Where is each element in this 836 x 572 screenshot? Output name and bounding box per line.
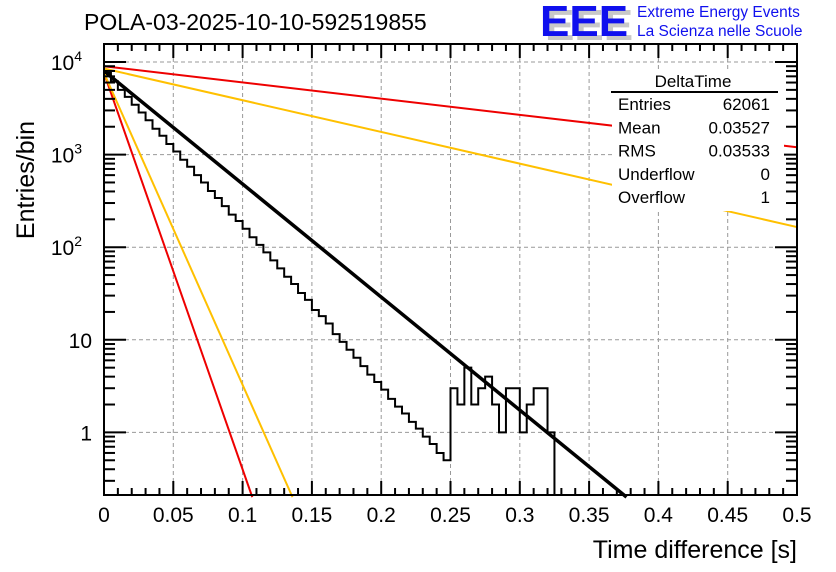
histogram-bin (256, 245, 263, 495)
histogram-bin (360, 366, 367, 495)
y-tick-label: 1 (80, 422, 92, 445)
histogram-bin (374, 382, 381, 495)
histogram-bin (471, 405, 478, 495)
x-tick-label: 0.5 (782, 504, 811, 527)
eee-logo: EEE EEE Extreme Energy Events La Scienza… (540, 0, 836, 48)
y-tick-label: 103 (51, 141, 82, 168)
histogram-bin (444, 460, 451, 495)
histogram-bin (423, 437, 430, 495)
histogram-bin (215, 198, 222, 495)
histogram-bin (312, 310, 319, 495)
stats-value-entries: 62061 (723, 95, 770, 114)
stats-label-mean: Mean (618, 118, 661, 137)
histogram-bin (464, 368, 471, 495)
histogram-bin (263, 252, 270, 495)
histogram-bin (548, 432, 555, 495)
histogram-bin (492, 405, 499, 495)
x-tick-label: 0.45 (707, 504, 748, 527)
logo-line-1: Extreme Energy Events (637, 4, 800, 21)
stats-label-rms: RMS (618, 142, 656, 161)
histogram-bin (381, 390, 388, 495)
histogram-bin (208, 191, 215, 495)
histogram-bin (353, 358, 360, 495)
histogram-bin (485, 377, 492, 495)
x-tick-labels: 0 0.05 0.1 0.15 0.2 0.25 0.3 0.35 0.4 0.45 0.5 (98, 504, 811, 527)
histogram-bin (291, 284, 298, 495)
histogram-bin (395, 407, 402, 495)
x-tick-label: 0.35 (569, 504, 610, 527)
tick-marks (103, 44, 798, 495)
histogram-bin (437, 453, 444, 495)
histogram-bin (416, 429, 423, 495)
histogram-bin (277, 268, 284, 495)
stats-label-overflow: Overflow (618, 188, 686, 207)
curve-limit-yellow-fast (103, 72, 294, 498)
histogram-bin (367, 375, 374, 495)
curve-fit (102, 69, 628, 499)
histogram-bin (541, 388, 548, 495)
y-tick-label: 104 (51, 48, 82, 75)
histogram-bin (201, 182, 208, 495)
histogram-bin (159, 136, 166, 495)
histogram-bin (166, 144, 173, 495)
histogram-bin (402, 413, 409, 495)
histogram-bin (333, 334, 340, 495)
stats-label-entries: Entries (618, 95, 671, 114)
histogram-bin (250, 237, 257, 495)
logo-letters-shadow: EEE (545, 1, 634, 50)
histogram-bin (388, 399, 395, 495)
histogram-bin (187, 167, 194, 495)
x-tick-label: 0.1 (228, 504, 257, 527)
histogram-bin (319, 316, 326, 495)
histogram-bin (347, 350, 354, 495)
histogram-bin (305, 300, 312, 495)
histogram-bin (180, 160, 187, 495)
y-axis-label: Entries/bin (12, 121, 40, 239)
histogram-bin (520, 432, 527, 495)
x-tick-label: 0.3 (505, 504, 534, 527)
stats-box: DeltaTime Entries 62061 Mean 0.03527 RMS 0.03… (611, 71, 784, 211)
stats-box-title: DeltaTime (655, 72, 732, 91)
histogram-bin (284, 277, 291, 495)
chart-title: POLA-03-2025-10-10-592519855 (84, 9, 427, 35)
stats-value-mean: 0.03527 (709, 118, 770, 137)
x-tick-label: 0.15 (291, 504, 332, 527)
histogram-bin (451, 388, 458, 495)
y-tick-label: 102 (51, 233, 82, 260)
x-tick-label: 0.05 (153, 504, 194, 527)
y-tick-labels: 1 10 102 103 104 (51, 48, 92, 445)
curve-limit-red-fast (103, 72, 254, 498)
logo-line-2: La Scienza nelle Scuole (637, 23, 803, 40)
histogram-bin (243, 229, 250, 495)
y-tick-label: 10 (69, 330, 92, 353)
histogram-bin (340, 342, 347, 495)
stats-value-underflow: 0 (761, 165, 770, 184)
histogram-bin (298, 293, 305, 495)
x-axis-label: Time difference [s] (593, 536, 797, 564)
histogram-bin (430, 444, 437, 495)
histogram-bin (457, 405, 464, 495)
histogram-bin (118, 90, 125, 495)
x-tick-label: 0.2 (367, 504, 396, 527)
histogram-bin (534, 388, 541, 495)
histogram-bin (326, 323, 333, 495)
stats-box-bg (612, 71, 784, 211)
stats-label-underflow: Underflow (618, 165, 695, 184)
x-tick-label: 0.4 (644, 504, 674, 527)
histogram-bin (125, 97, 132, 495)
x-tick-label: 0 (98, 504, 110, 527)
logo-letters: EEE (540, 0, 629, 46)
x-tick-label: 0.25 (430, 504, 471, 527)
histogram-bin (478, 388, 485, 495)
stats-value-overflow: 1 (761, 188, 770, 207)
histogram-bin (173, 152, 180, 495)
histogram-bin (499, 432, 506, 495)
stats-value-rms: 0.03533 (709, 142, 770, 161)
histogram-bin (139, 112, 146, 495)
